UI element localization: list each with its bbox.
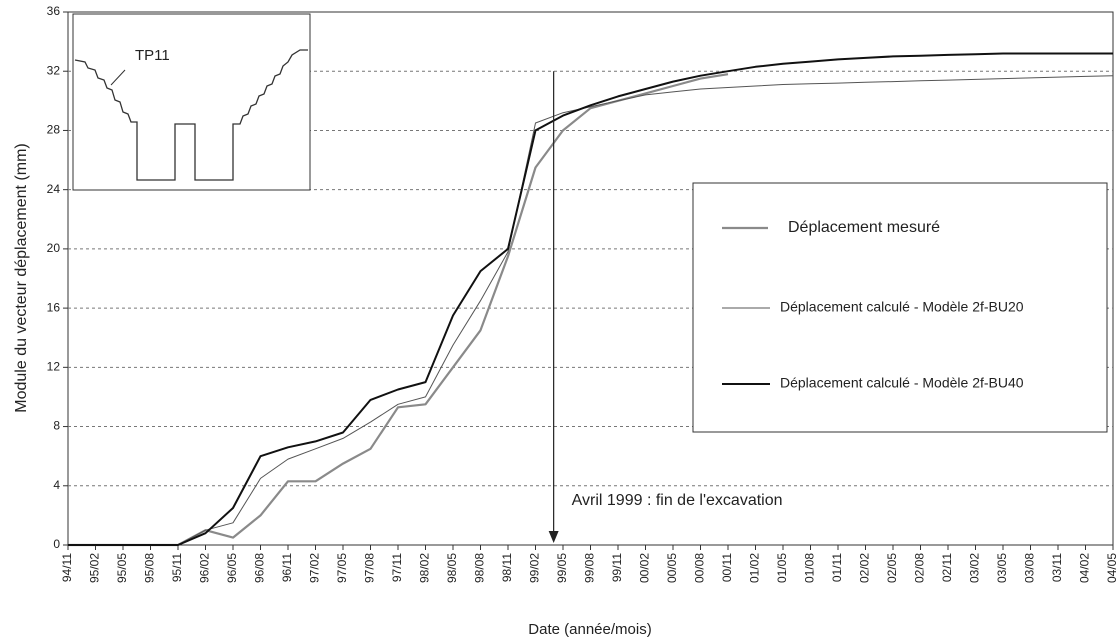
x-tick-label: 02/08 xyxy=(913,553,927,583)
x-tick-label: 01/08 xyxy=(803,553,817,583)
y-tick-label: 16 xyxy=(47,300,61,314)
x-tick-label: 99/08 xyxy=(583,553,597,583)
x-tick-label: 04/02 xyxy=(1078,553,1092,583)
x-tick-label: 96/02 xyxy=(198,553,212,583)
x-axis-label: Date (année/mois) xyxy=(528,621,651,638)
x-tick-label: 95/11 xyxy=(170,553,184,582)
inset: TP11 xyxy=(72,13,311,191)
x-tick-label: 97/08 xyxy=(363,553,377,583)
inset-frame xyxy=(72,13,311,191)
legend-label: Déplacement calculé - Modèle 2f-BU40 xyxy=(780,375,1024,391)
x-tick-label: 01/05 xyxy=(775,553,789,583)
x-tick-label: 97/05 xyxy=(335,553,349,583)
x-tick-label: 00/02 xyxy=(638,553,652,583)
x-tick-label: 03/08 xyxy=(1023,553,1037,583)
y-tick-label: 36 xyxy=(47,4,61,18)
legend-label: Déplacement mesuré xyxy=(788,219,940,236)
x-tick-label: 01/02 xyxy=(748,553,762,583)
x-tick-label: 98/05 xyxy=(445,553,459,583)
x-tick-label: 03/02 xyxy=(968,553,982,583)
x-tick-label: 98/11 xyxy=(500,553,514,582)
x-tick-label: 97/02 xyxy=(308,553,322,583)
x-tick-label: 97/11 xyxy=(390,553,404,582)
y-tick-label: 12 xyxy=(47,360,61,374)
profile xyxy=(74,49,308,181)
x-tick-label: 94/11 xyxy=(60,553,74,582)
x-tick-label: 98/08 xyxy=(473,553,487,583)
x-tick-label: 02/05 xyxy=(885,553,899,583)
x-tick-label: 95/08 xyxy=(143,553,157,583)
y-tick-label: 24 xyxy=(47,182,61,196)
y-axis-label: Module du vecteur déplacement (mm) xyxy=(13,143,30,412)
x-tick-label: 95/05 xyxy=(115,553,129,583)
annotation: Avril 1999 : fin de l'excavation xyxy=(572,492,783,509)
x-tick-label: 00/05 xyxy=(665,553,679,583)
x-tick-label: 99/11 xyxy=(610,553,624,582)
x-tick-label: 98/02 xyxy=(418,553,432,583)
series-line xyxy=(68,75,1114,546)
x-tick-label: 02/02 xyxy=(858,553,872,583)
x-tick-label: 03/05 xyxy=(995,553,1009,583)
x-tick-label: 01/11 xyxy=(830,553,844,582)
series-line xyxy=(68,52,1113,546)
y-tick-label: 32 xyxy=(47,63,61,77)
y-tick-label: 4 xyxy=(53,478,60,492)
arrow-head xyxy=(548,531,559,543)
legend-label: Déplacement calculé - Modèle 2f-BU20 xyxy=(780,299,1024,315)
x-tick-label: 99/02 xyxy=(528,553,542,583)
x-tick-label: 96/08 xyxy=(253,553,267,583)
y-tick-label: 28 xyxy=(47,123,61,137)
x-tick-label: 96/05 xyxy=(225,553,239,583)
x-tick-label: 00/11 xyxy=(720,553,734,582)
x-tick-label: 96/11 xyxy=(280,553,294,582)
y-tick-label: 0 xyxy=(53,537,60,551)
y-tick-label: 20 xyxy=(47,241,61,255)
inset-label: TP11 xyxy=(135,47,170,64)
pointer xyxy=(110,69,126,86)
x-tick-label: 99/05 xyxy=(555,553,569,583)
y-tick-label: 8 xyxy=(53,419,60,433)
x-tick-label: 95/02 xyxy=(88,553,102,583)
x-tick-label: 03/11 xyxy=(1050,553,1064,582)
x-tick-label: 00/08 xyxy=(693,553,707,583)
x-tick-label: 04/05 xyxy=(1105,553,1119,583)
x-tick-label: 02/11 xyxy=(940,553,954,582)
